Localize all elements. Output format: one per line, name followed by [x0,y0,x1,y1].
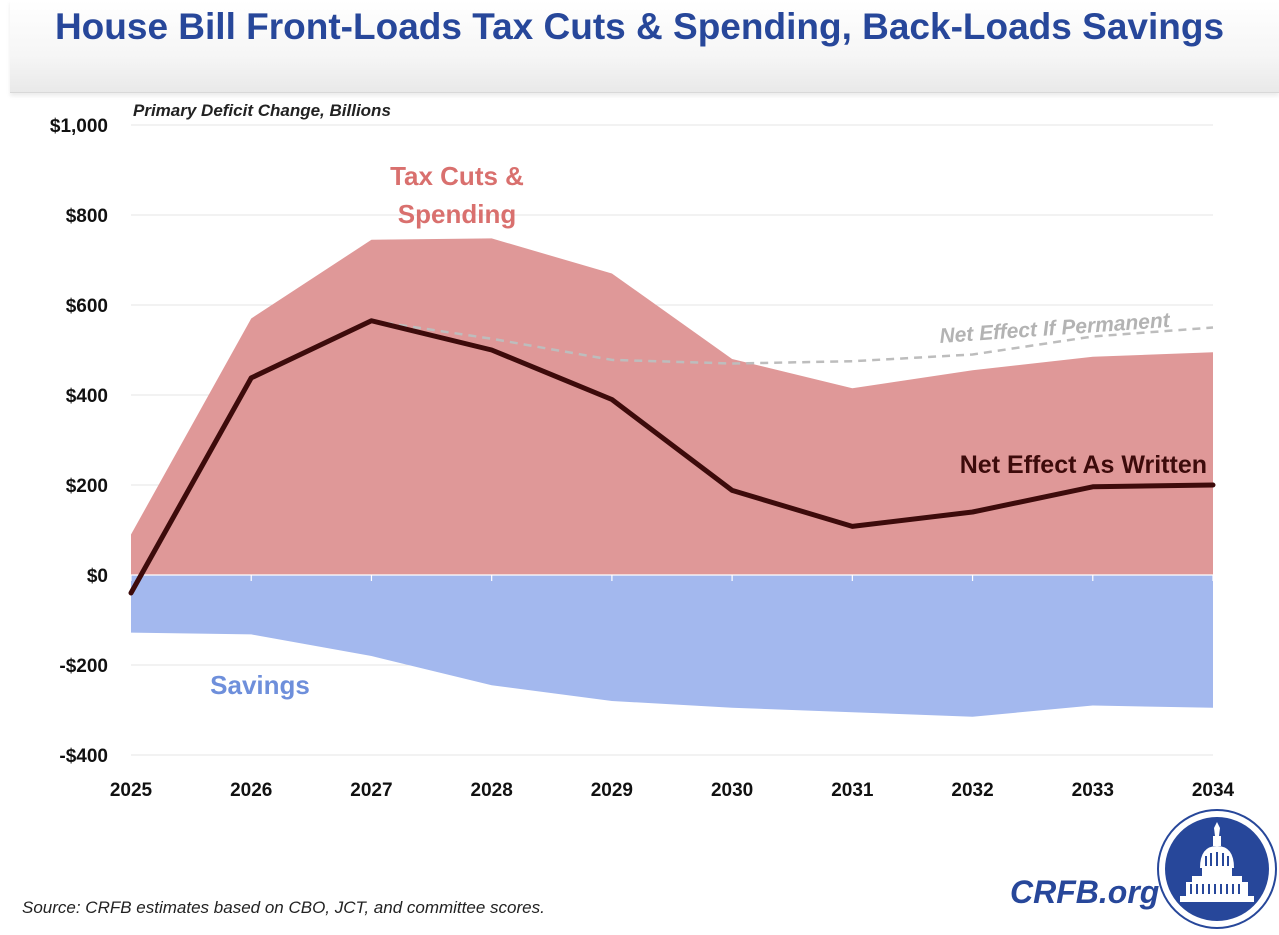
x-tick-label: 2030 [711,780,753,801]
net-effect-written-line [128,318,1216,596]
y-tick-label: -$400 [59,746,108,767]
tax-cuts-spending-label: Tax Cuts & [390,161,524,191]
chart-lines [128,318,1216,596]
tax-cuts-spending-area [131,238,1213,575]
tax-cuts-spending-label: Spending [398,199,516,229]
source-note: Source: CRFB estimates based on CBO, JCT… [22,898,545,917]
x-tick-label: 2025 [110,780,153,801]
net-effect-permanent-line [371,319,1214,365]
page-title: House Bill Front-Loads Tax Cuts & Spendi… [54,6,1225,47]
x-tick-label: 2034 [1192,780,1235,801]
x-tick-label: 2028 [471,780,513,801]
x-tick-label: 2027 [350,780,392,801]
y-tick-label: -$200 [59,656,108,677]
y-tick-label: $800 [66,206,108,227]
savings-label: Savings [210,670,310,700]
x-tick-label: 2026 [230,780,272,801]
y-tick-label: $600 [66,296,108,317]
x-tick-label: 2032 [951,780,993,801]
axis-labels: -$400 -$200 $0 $200 $400 $600 $800 $1,000 Primar… [50,101,1235,801]
y-axis-label: Primary Deficit Change, Billions [133,101,391,120]
y-tick-label: $400 [66,386,108,407]
deficit-chart: -$400 -$200 $0 $200 $400 $600 $800 $1,000 Primar… [50,101,1235,801]
title-band [10,0,1279,93]
y-tick-label: $0 [87,566,108,587]
y-tick-label: $1,000 [50,116,108,137]
y-tick-label: $200 [66,476,108,497]
brand-link[interactable]: CRFB.org [1010,874,1160,910]
x-tick-label: 2031 [831,780,874,801]
chart-areas [130,238,1214,717]
net-effect-written-label: Net Effect As Written [960,451,1207,479]
x-tick-label: 2033 [1072,780,1114,801]
savings-area [131,575,1213,717]
capitol-dome-seal-icon [1157,809,1277,929]
x-tick-label: 2029 [591,780,633,801]
